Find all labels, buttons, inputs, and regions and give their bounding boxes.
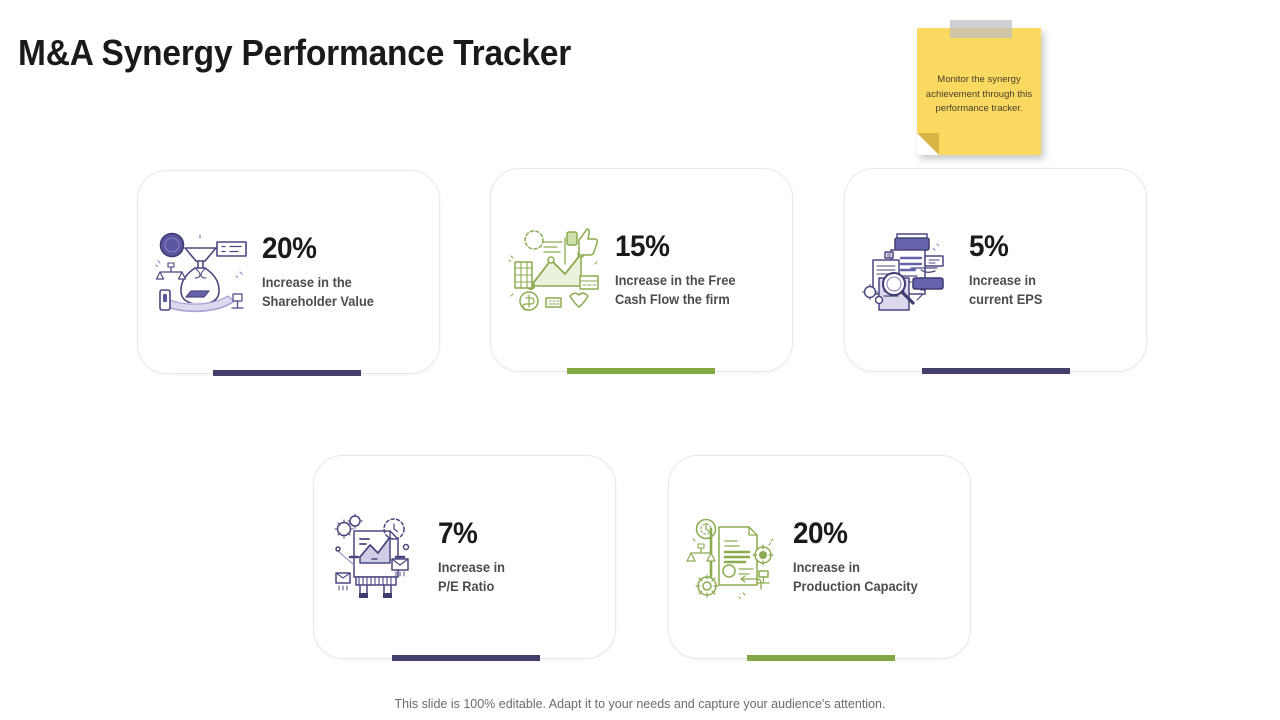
accent-bar <box>392 655 540 661</box>
accent-bar <box>213 370 361 376</box>
sticky-note-text: Monitor the synergy achievement through … <box>925 74 1033 114</box>
editable-slide-note: This slide is 100% editable. Adapt it to… <box>394 697 886 711</box>
accent-bar <box>567 368 715 374</box>
metric-label: Increase in the Free Cash Flow the firm <box>615 273 736 308</box>
metric-card-current-eps[interactable]: 5% Increase in current EPS <box>844 168 1147 374</box>
metric-percent: 5% <box>969 229 1009 263</box>
accent-bar <box>747 655 895 661</box>
money-bag-in-hand-icon <box>152 226 250 318</box>
document-magnifier-icon <box>859 224 957 316</box>
page-title: M&A Synergy Performance Tracker <box>18 32 572 73</box>
metric-label: Increase in Production Capacity <box>793 560 918 595</box>
metric-card-production-capacity[interactable]: 20% Increase in Production Capacity <box>668 455 971 661</box>
metric-percent: 7% <box>438 516 478 550</box>
tape-icon <box>950 20 1012 38</box>
metric-card-shareholder-value[interactable]: 20% Increase in the Shareholder Value <box>137 170 440 376</box>
metric-percent: 20% <box>262 231 317 265</box>
metric-card-pe-ratio[interactable]: 7% Increase in P/E Ratio <box>313 455 616 661</box>
metric-percent: 20% <box>793 516 848 550</box>
accent-bar <box>922 368 1070 374</box>
document-scales-gears-icon <box>683 511 781 603</box>
growth-chart-thumbs-up-icon <box>505 224 603 316</box>
folded-corner-icon <box>917 133 939 155</box>
sticky-note: Monitor the synergy achievement through … <box>917 20 1041 155</box>
metric-label: Increase in current EPS <box>969 273 1043 308</box>
metric-label: Increase in the Shareholder Value <box>262 275 374 310</box>
person-at-desk-chart-icon <box>328 511 426 603</box>
metric-label: Increase in P/E Ratio <box>438 560 506 595</box>
sticky-note-body: Monitor the synergy achievement through … <box>917 28 1041 155</box>
metric-card-free-cash-flow[interactable]: 15% Increase in the Free Cash Flow the f… <box>490 168 793 374</box>
metric-percent: 15% <box>615 229 670 263</box>
